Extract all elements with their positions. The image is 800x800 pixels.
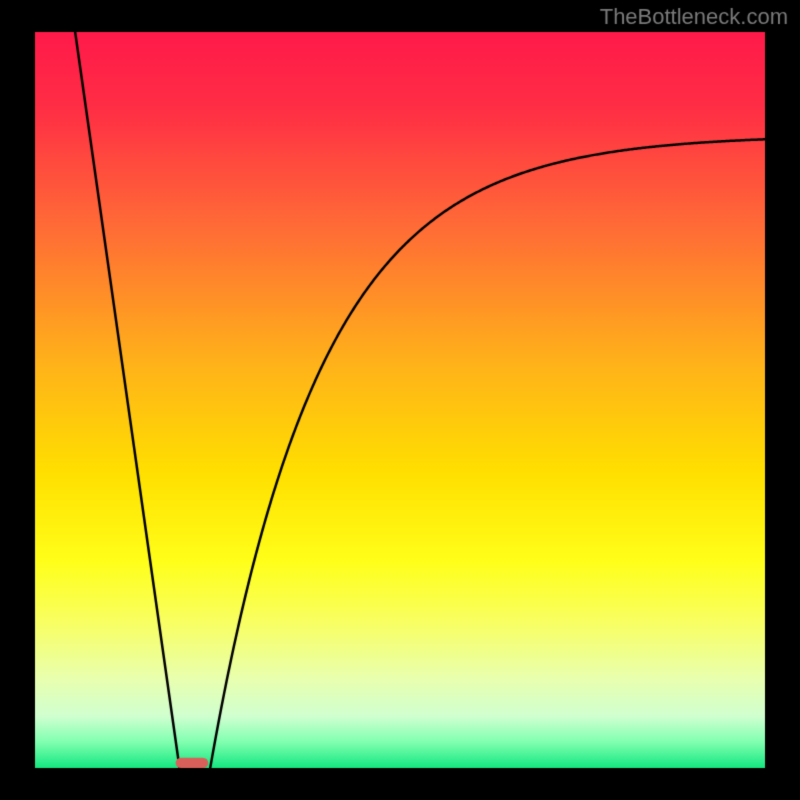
chart-canvas [0, 0, 800, 800]
bottleneck-chart [0, 0, 800, 800]
